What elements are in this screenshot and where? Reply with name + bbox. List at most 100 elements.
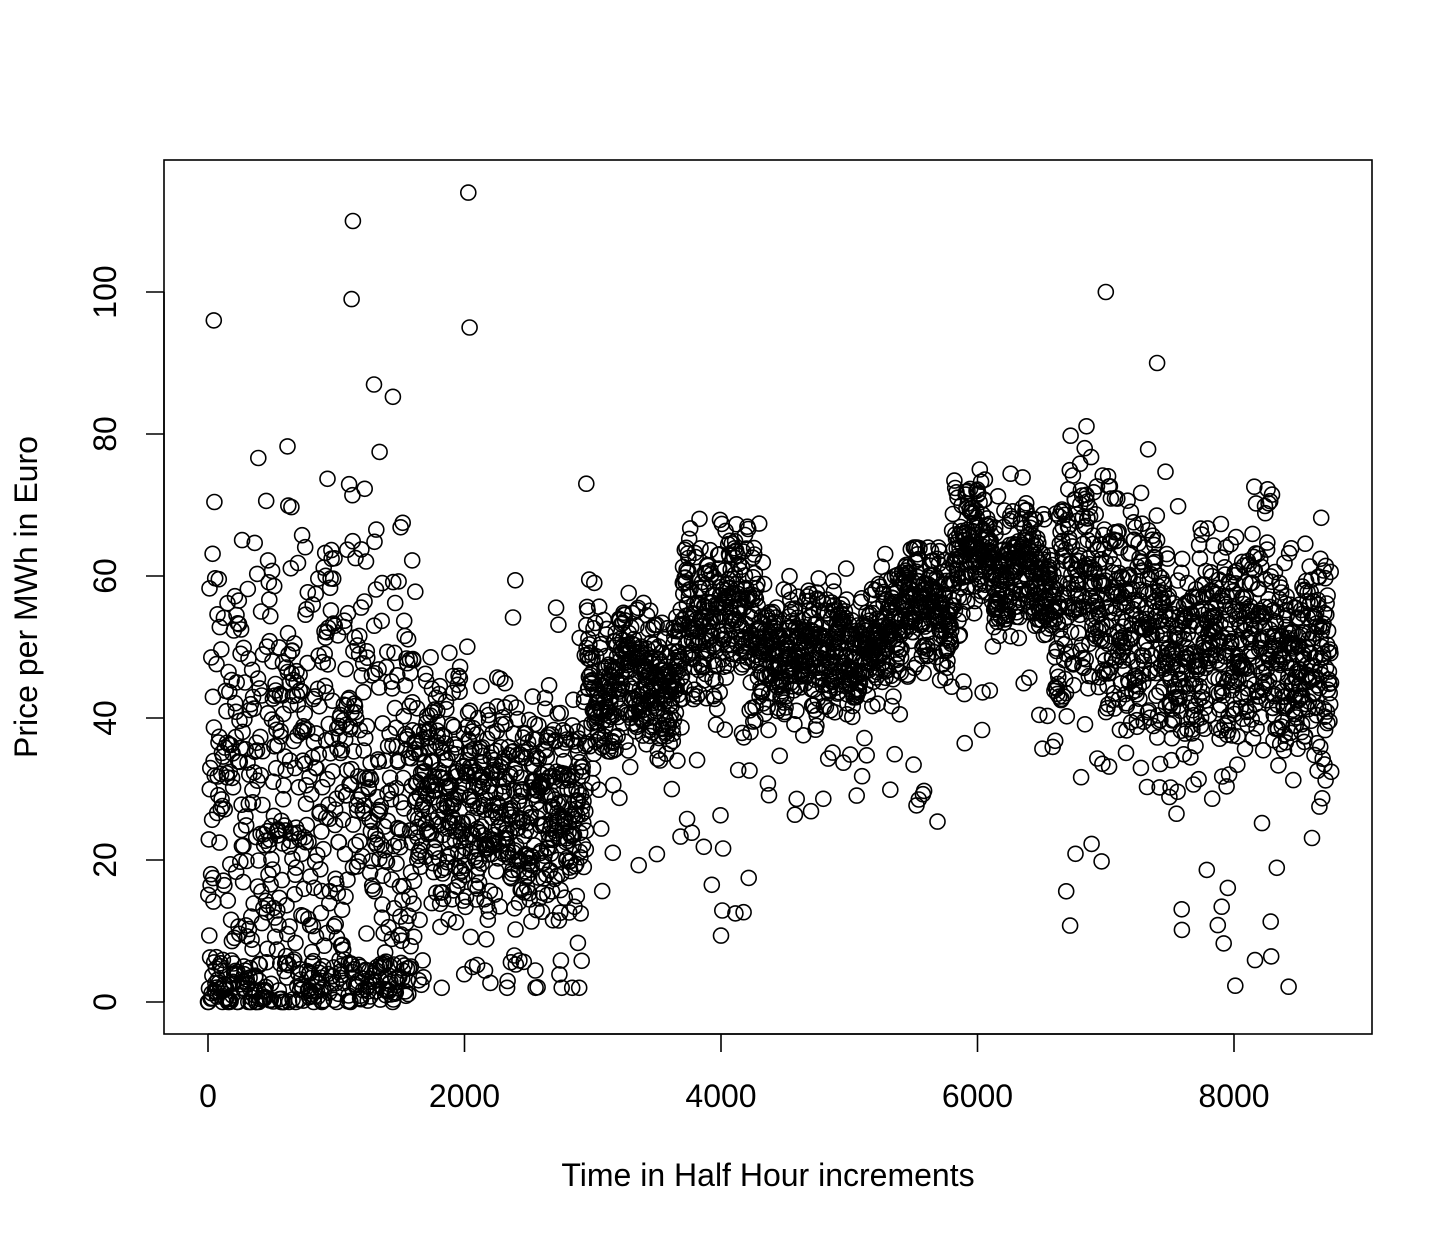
data-point bbox=[370, 661, 387, 678]
data-point bbox=[710, 622, 728, 640]
data-point bbox=[1187, 737, 1204, 755]
data-point bbox=[1014, 499, 1031, 517]
data-point bbox=[258, 953, 275, 971]
data-point bbox=[434, 890, 452, 908]
data-point bbox=[1219, 879, 1237, 897]
data-point bbox=[1193, 526, 1210, 543]
data-point bbox=[220, 663, 237, 681]
data-point bbox=[1268, 859, 1286, 877]
data-point bbox=[986, 519, 1004, 537]
data-point bbox=[1030, 534, 1047, 552]
data-point bbox=[679, 562, 697, 580]
data-point bbox=[266, 928, 284, 946]
data-point bbox=[1067, 845, 1084, 863]
data-point bbox=[1132, 759, 1150, 777]
data-point bbox=[246, 534, 263, 552]
data-point bbox=[1128, 711, 1146, 729]
data-point bbox=[443, 716, 461, 734]
data-point bbox=[946, 472, 963, 489]
data-point bbox=[531, 801, 549, 819]
data-point bbox=[411, 911, 428, 929]
data-point bbox=[399, 630, 417, 648]
data-point bbox=[337, 888, 354, 905]
data-point bbox=[1317, 772, 1334, 789]
data-point bbox=[1034, 740, 1051, 758]
data-point bbox=[585, 574, 603, 592]
data-point bbox=[1223, 635, 1240, 652]
data-point bbox=[249, 449, 267, 467]
data-point bbox=[1213, 549, 1230, 566]
data-point bbox=[1051, 574, 1068, 592]
data-point bbox=[1161, 788, 1178, 806]
data-point bbox=[437, 700, 455, 718]
data-point bbox=[574, 758, 592, 776]
data-point bbox=[856, 729, 873, 747]
data-point bbox=[905, 756, 922, 773]
data-point bbox=[230, 592, 248, 609]
data-point bbox=[554, 772, 571, 790]
data-point bbox=[320, 894, 338, 912]
data-point bbox=[242, 695, 260, 713]
data-point bbox=[707, 672, 724, 690]
data-point bbox=[211, 834, 228, 851]
data-point bbox=[314, 778, 331, 796]
data-point bbox=[388, 855, 405, 872]
data-point bbox=[361, 864, 379, 882]
data-point bbox=[628, 617, 645, 635]
data-point bbox=[714, 840, 732, 857]
data-point bbox=[1322, 763, 1340, 781]
data-point bbox=[364, 880, 382, 898]
data-point bbox=[459, 704, 477, 722]
data-point bbox=[1010, 629, 1028, 647]
x-tick-label: 6000 bbox=[942, 1078, 1013, 1114]
data-point bbox=[404, 721, 422, 739]
data-point bbox=[1055, 688, 1072, 705]
data-point bbox=[1140, 521, 1157, 539]
data-point bbox=[653, 614, 671, 632]
data-point bbox=[233, 531, 251, 549]
data-point bbox=[1278, 654, 1295, 672]
data-point bbox=[441, 832, 458, 850]
data-point bbox=[456, 866, 473, 884]
data-point bbox=[393, 932, 411, 950]
data-point bbox=[365, 376, 383, 393]
data-point bbox=[929, 813, 946, 830]
data-point bbox=[920, 623, 937, 641]
data-point bbox=[416, 665, 434, 683]
data-point bbox=[1270, 757, 1287, 774]
data-point bbox=[1172, 722, 1190, 740]
data-point bbox=[574, 814, 592, 832]
data-point bbox=[278, 896, 295, 914]
data-point bbox=[1086, 573, 1103, 591]
data-point bbox=[403, 552, 421, 569]
data-point bbox=[683, 824, 701, 842]
data-point bbox=[305, 879, 323, 897]
data-point bbox=[1097, 283, 1115, 301]
data-point bbox=[1254, 741, 1272, 759]
data-point bbox=[356, 593, 373, 610]
data-point bbox=[225, 955, 242, 972]
data-point bbox=[1053, 690, 1070, 708]
data-point bbox=[673, 668, 691, 685]
data-point bbox=[1151, 779, 1168, 796]
data-point bbox=[1317, 557, 1335, 575]
data-point bbox=[687, 548, 704, 566]
data-point bbox=[287, 934, 304, 952]
data-point bbox=[1256, 598, 1274, 616]
data-point bbox=[521, 884, 538, 902]
data-point bbox=[462, 928, 480, 946]
data-point bbox=[1253, 814, 1271, 832]
data-point bbox=[664, 719, 681, 737]
data-point bbox=[358, 925, 375, 942]
data-point bbox=[296, 705, 314, 722]
data-point bbox=[729, 761, 747, 779]
data-point bbox=[480, 903, 498, 920]
data-point bbox=[470, 874, 488, 891]
data-point bbox=[380, 918, 397, 936]
data-point bbox=[233, 796, 250, 814]
data-point bbox=[1317, 569, 1334, 587]
data-point bbox=[243, 661, 261, 679]
data-point bbox=[274, 790, 292, 808]
data-point bbox=[381, 725, 398, 743]
data-point bbox=[353, 667, 370, 684]
